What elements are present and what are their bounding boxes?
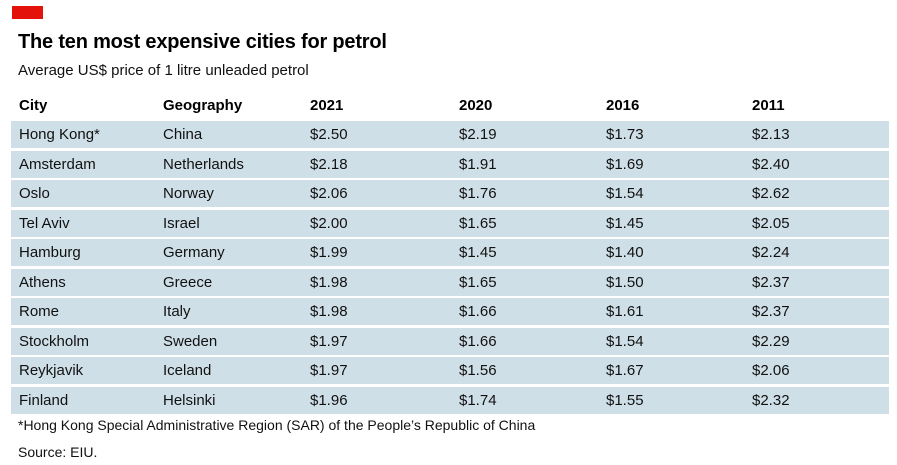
table-cell: Reykjavik: [19, 362, 84, 379]
column-header: City: [19, 96, 48, 114]
table-cell: $2.37: [752, 273, 790, 291]
table-row: Rome Italy $1.98 $1.66 $1.61 $2.37: [11, 298, 889, 325]
table-cell: $1.73: [606, 126, 644, 143]
table-cell: Oslo: [19, 185, 50, 202]
table-cell: $1.56: [459, 362, 497, 379]
table-cell: China: [163, 126, 203, 143]
table-cell: $1.66: [459, 332, 497, 350]
table-cell: $2.06: [752, 362, 790, 379]
column-header: 2021: [310, 96, 344, 114]
table-cell: $1.50: [606, 273, 644, 291]
table-cell: $2.05: [752, 214, 790, 232]
table-cell: Greece: [163, 273, 213, 291]
table-cell: $1.45: [606, 214, 644, 232]
column-header: Geography: [163, 96, 243, 114]
table-cell: $1.97: [310, 362, 348, 379]
table-cell: $1.91: [459, 155, 497, 173]
table-cell: Hong Kong*: [19, 126, 100, 143]
table-cell: $2.62: [752, 185, 790, 202]
table-cell: $1.97: [310, 332, 348, 350]
table-cell: $1.54: [606, 185, 644, 202]
table-cell: Italy: [163, 303, 191, 320]
table-cell: $1.69: [606, 155, 644, 173]
table-cell: Norway: [163, 185, 214, 202]
footnote: *Hong Kong Special Administrative Region…: [18, 417, 536, 433]
table-cell: $2.19: [459, 126, 497, 143]
table-cell: Hamburg: [19, 244, 81, 261]
table-cell: $2.18: [310, 155, 348, 173]
table-cell: $1.99: [310, 244, 348, 261]
table-row: Amsterdam Netherlands $2.18 $1.91 $1.69 $2.40: [11, 150, 889, 178]
economist-red-tab: [12, 6, 43, 19]
source-line: Source: EIU.: [18, 444, 98, 460]
table-cell: $2.00: [310, 214, 348, 232]
table-cell: $2.32: [752, 391, 790, 409]
table-cell: $1.55: [606, 391, 644, 409]
table-cell: Sweden: [163, 332, 218, 350]
column-header: 2016: [606, 96, 640, 114]
table-cell: $1.40: [606, 244, 644, 261]
table-body: Hong Kong* China $2.50 $2.19 $1.73 $2.13 Amste…: [11, 121, 889, 414]
subtitle: Average US$ price of 1 litre unleaded pe…: [18, 62, 309, 79]
table-cell: Helsinki: [163, 391, 216, 409]
table-row: Athens Greece $1.98 $1.65 $1.50 $2.37: [11, 268, 889, 296]
table-cell: $2.50: [310, 126, 348, 143]
column-header: 2020: [459, 96, 493, 114]
table-cell: Amsterdam: [19, 155, 96, 173]
table-cell: Iceland: [163, 362, 212, 379]
table-cell: $1.67: [606, 362, 644, 379]
table-cell: $2.24: [752, 244, 790, 261]
table-cell: $2.37: [752, 303, 790, 320]
table-cell: $2.06: [310, 185, 348, 202]
table-cell: Stockholm: [19, 332, 90, 350]
table-header-row: City Geography 2021 2020 2016 2011: [11, 92, 889, 118]
table-cell: Israel: [163, 214, 200, 232]
table-cell: Netherlands: [163, 155, 244, 173]
table-row: Stockholm Sweden $1.97 $1.66 $1.54 $2.29: [11, 327, 889, 355]
table-cell: $2.40: [752, 155, 790, 173]
table-row: Finland Helsinki $1.96 $1.74 $1.55 $2.32: [11, 386, 889, 414]
table-row: Oslo Norway $2.06 $1.76 $1.54 $2.62: [11, 180, 889, 207]
table-row: Reykjavik Iceland $1.97 $1.56 $1.67 $2.06: [11, 357, 889, 384]
table-cell: $1.54: [606, 332, 644, 350]
table-cell: $1.98: [310, 303, 348, 320]
column-header: 2011: [752, 96, 785, 114]
table-cell: Athens: [19, 273, 66, 291]
table-cell: $1.98: [310, 273, 348, 291]
table-row: Hong Kong* China $2.50 $2.19 $1.73 $2.13: [11, 121, 889, 148]
table-row: Hamburg Germany $1.99 $1.45 $1.40 $2.24: [11, 239, 889, 266]
table-cell: $2.29: [752, 332, 790, 350]
table-cell: Germany: [163, 244, 225, 261]
table-cell: Tel Aviv: [19, 214, 70, 232]
table-cell: $1.65: [459, 273, 497, 291]
table-cell: $2.13: [752, 126, 790, 143]
petrol-price-table: City Geography 2021 2020 2016 2011 Hong Kong*…: [11, 92, 889, 416]
table-cell: $1.65: [459, 214, 497, 232]
page-title: The ten most expensive cities for petrol: [18, 31, 387, 53]
table-cell: $1.45: [459, 244, 497, 261]
table-cell: $1.61: [606, 303, 644, 320]
table-cell: Finland: [19, 391, 69, 409]
table-cell: $1.76: [459, 185, 497, 202]
table-cell: Rome: [19, 303, 60, 320]
table-cell: $1.66: [459, 303, 497, 320]
table-cell: $1.74: [459, 391, 497, 409]
table-cell: $1.96: [310, 391, 348, 409]
table-row: Tel Aviv Israel $2.00 $1.65 $1.45 $2.05: [11, 209, 889, 237]
